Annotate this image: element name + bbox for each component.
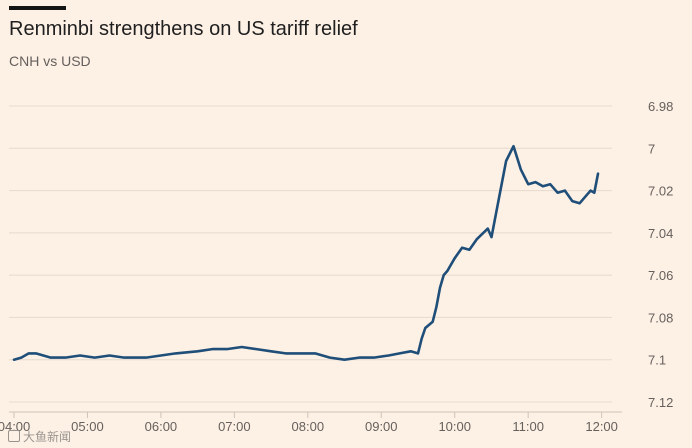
logo-icon [8, 430, 20, 442]
x-tick-label: 07:00 [218, 419, 251, 434]
y-tick-label: 7 [648, 141, 655, 156]
y-tick-label: 7.02 [648, 184, 673, 199]
x-tick-label: 08:00 [292, 419, 325, 434]
watermark: 大鱼新闻 [8, 428, 71, 445]
y-tick-label: 7.1 [648, 353, 666, 368]
y-tick-label: 7.12 [648, 395, 673, 410]
x-axis: 04:00 05:00 06:00 07:00 08:00 09:00 10:00 11:00… [0, 412, 622, 434]
watermark-text: 大鱼新闻 [23, 430, 71, 444]
y-tick-label: 7.08 [648, 310, 673, 325]
x-tick-label: 10:00 [438, 419, 471, 434]
y-tick-label: 6.98 [648, 99, 673, 114]
series-layer [14, 146, 598, 360]
x-tick-label: 12:00 [585, 419, 618, 434]
y-tick-label: 7.04 [648, 226, 673, 241]
x-tick-label: 09:00 [365, 419, 398, 434]
x-tick-label: 11:00 [512, 419, 544, 434]
y-axis-ticks: 6.98 7 7.02 7.04 7.06 7.08 7.1 7.12 [648, 99, 673, 410]
chart-area: 6.9877.027.047.067.087.17.12 04:00 05:00 0… [0, 0, 692, 448]
series-line [14, 146, 598, 360]
x-tick-label: 06:00 [145, 419, 178, 434]
y-tick-label: 7.06 [648, 268, 673, 283]
x-tick-label: 05:00 [71, 419, 104, 434]
